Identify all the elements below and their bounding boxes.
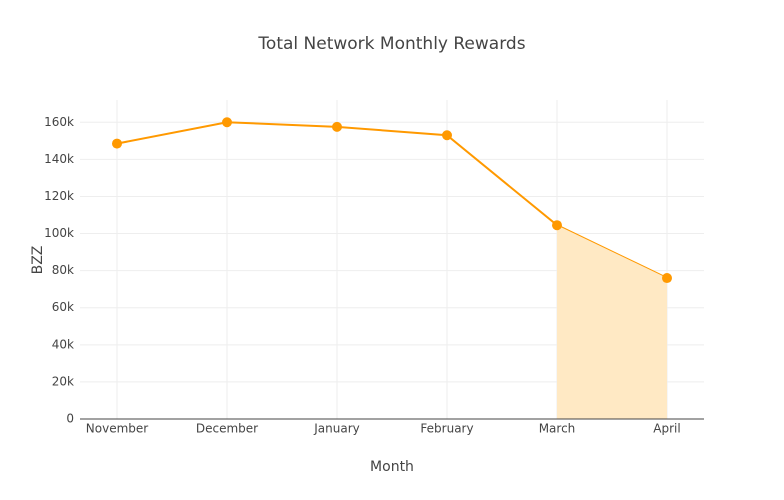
y-tick-label: 100k xyxy=(44,226,74,240)
area xyxy=(557,225,667,419)
y-tick-label: 60k xyxy=(52,300,74,314)
x-tick-label: March xyxy=(539,422,576,436)
point xyxy=(552,220,562,231)
y-tick-label: 0 xyxy=(66,412,74,426)
y-tick-label: 140k xyxy=(44,152,74,166)
chart-title: Total Network Monthly Rewards xyxy=(257,34,525,54)
y-tick-label: 80k xyxy=(52,263,74,277)
x-tick-label: February xyxy=(420,422,473,436)
x-tick-label: January xyxy=(313,422,360,436)
point xyxy=(222,117,232,128)
y-tick-label: 120k xyxy=(44,189,74,203)
x-tick-label: December xyxy=(196,422,258,436)
y-tick-label: 40k xyxy=(52,337,74,351)
point xyxy=(442,130,452,141)
y-axis-title: BZZ xyxy=(30,246,46,275)
point xyxy=(112,138,122,149)
x-tick-label: November xyxy=(86,422,148,436)
point xyxy=(332,121,342,132)
y-tick-label: 160k xyxy=(44,115,74,129)
x-axis-title: Month xyxy=(370,459,414,475)
x-tick-label: April xyxy=(653,422,680,436)
point xyxy=(662,273,672,284)
y-tick-label: 20k xyxy=(52,374,74,388)
